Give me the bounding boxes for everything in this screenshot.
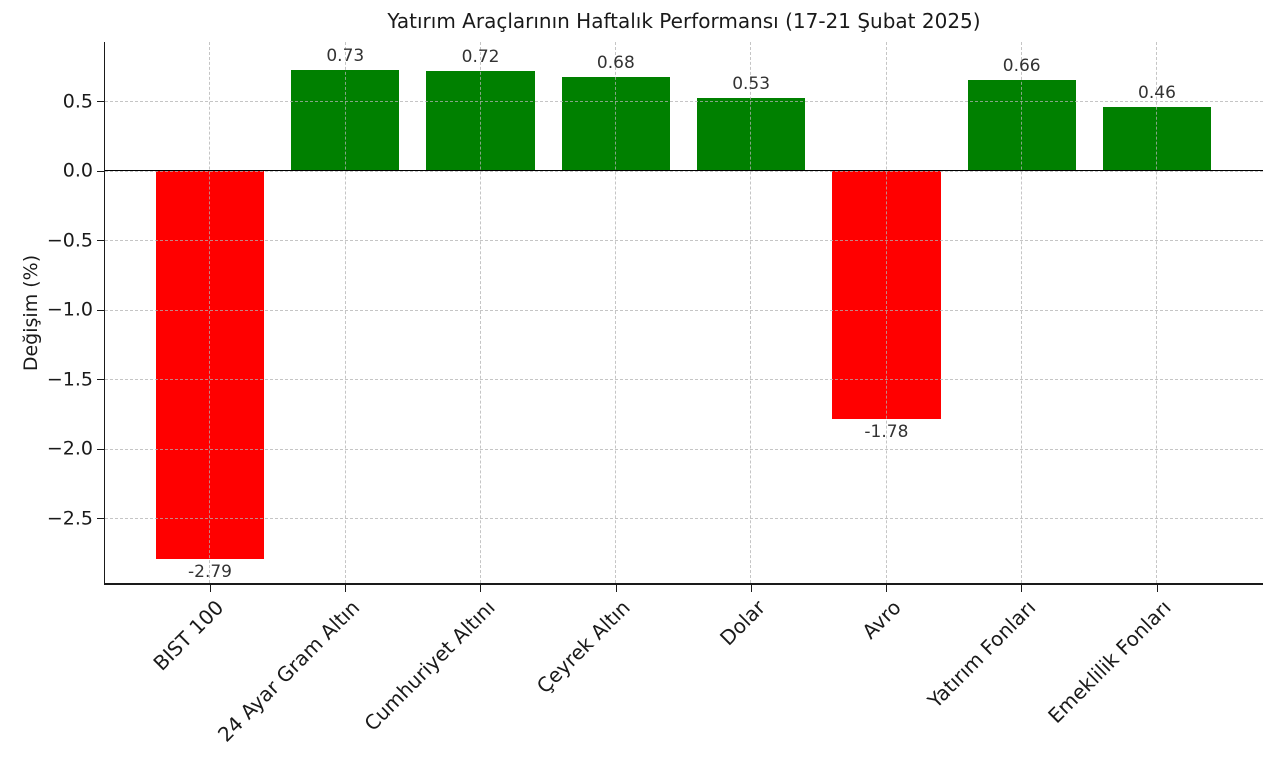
x-tick <box>615 585 617 592</box>
x-tick <box>886 585 888 592</box>
y-tick-label: −1.0 <box>46 298 93 321</box>
y-gridline <box>104 101 1263 103</box>
y-tick-label: −2.5 <box>46 507 93 530</box>
x-gridline <box>209 42 211 583</box>
x-tick <box>209 585 211 592</box>
x-gridline <box>750 42 752 583</box>
x-gridline <box>344 42 346 583</box>
x-tick <box>480 585 482 592</box>
y-tick-label: 0.0 <box>62 159 93 182</box>
x-tick <box>1021 585 1023 592</box>
y-tick-label: −2.0 <box>46 438 93 461</box>
y-gridline <box>104 518 1263 520</box>
x-tick <box>1156 585 1158 592</box>
x-gridline <box>615 42 617 583</box>
bar-value-label: 0.53 <box>732 73 771 94</box>
y-tick <box>97 170 105 172</box>
x-gridline <box>1156 42 1158 583</box>
x-tick-label: 24 Ayar Gram Altın <box>212 595 365 747</box>
x-tick-label: Dolar <box>714 595 770 651</box>
y-tick <box>97 240 105 242</box>
y-tick <box>97 309 105 311</box>
bar-value-label: -1.78 <box>864 421 909 442</box>
x-gridline <box>479 42 481 583</box>
y-tick <box>97 518 105 520</box>
y-tick <box>97 379 105 381</box>
x-tick-label: BIST 100 <box>148 595 229 676</box>
y-gridline <box>104 448 1263 450</box>
y-tick-label: −1.5 <box>46 368 93 391</box>
y-tick-label: 0.5 <box>62 90 93 113</box>
zero-line <box>104 170 1263 172</box>
y-tick-label: −0.5 <box>46 229 93 252</box>
y-gridline <box>104 379 1263 381</box>
x-gridline <box>885 42 887 583</box>
x-tick <box>750 585 752 592</box>
plot-area: -2.79 0.73 0.72 0.68 0.53 -1.78 0.66 0.46 <box>103 42 1263 585</box>
bar-value-label: 0.68 <box>596 52 635 73</box>
x-tick-label: Cumhuriyet Altını <box>359 595 500 736</box>
y-gridline <box>104 240 1263 242</box>
bar-value-label: 0.66 <box>1002 55 1041 76</box>
bar-value-label: 0.73 <box>326 45 365 66</box>
y-gridline <box>104 309 1263 311</box>
bar-value-label: 0.46 <box>1138 83 1176 104</box>
chart-title: Yatırım Araçlarının Haftalık Performansı… <box>387 9 981 33</box>
y-tick <box>97 101 105 102</box>
y-tick <box>97 448 105 450</box>
x-tick-label: Çeyrek Altın <box>531 595 635 699</box>
x-tick-label: Avro <box>856 595 906 644</box>
x-tick-label: Emeklilik Fonları <box>1043 595 1176 728</box>
x-tick-label: Yatırım Fonları <box>923 595 1041 713</box>
x-tick <box>344 585 346 592</box>
bar-value-label: 0.72 <box>461 47 500 68</box>
x-gridline <box>1021 42 1022 583</box>
bar-value-label: -2.79 <box>188 562 233 583</box>
